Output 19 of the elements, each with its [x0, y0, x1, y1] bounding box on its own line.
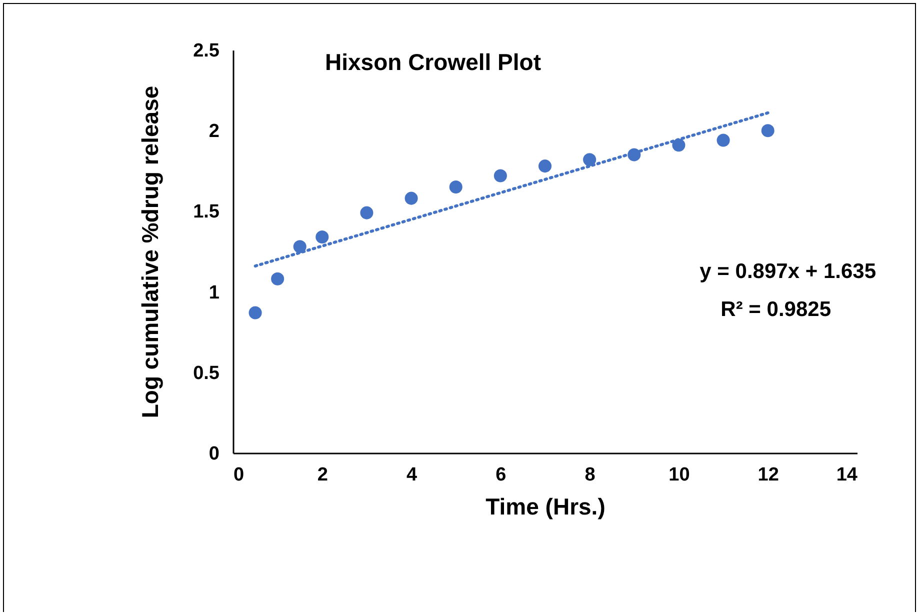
chart-title: Hixson Crowell Plot: [325, 49, 542, 75]
x-axis-title: Time (Hrs.): [486, 494, 606, 520]
x-tick-label: 10: [668, 464, 690, 486]
x-tick-label: 8: [584, 464, 596, 486]
y-tick-label: 2.5: [193, 40, 220, 62]
x-tick-label: 0: [234, 464, 244, 486]
x-tick-label: 2: [317, 464, 328, 486]
x-tick-label: 14: [836, 464, 858, 486]
x-tick-label: 4: [406, 464, 418, 486]
y-tick-label: 0.5: [193, 362, 220, 384]
annotation: y = 0.897x + 1.635: [700, 260, 876, 283]
y-tick-label: 1: [208, 282, 220, 304]
annotation: R² = 0.9825: [720, 298, 832, 321]
x-tick-label: 6: [496, 464, 506, 486]
x-tick-label: 12: [758, 464, 779, 486]
y-tick-label: 2: [208, 121, 220, 142]
y-axis-title: Log cumulative %drug release: [137, 86, 164, 418]
y-tick-label: 1.5: [193, 202, 220, 223]
y-tick-label: 0: [208, 444, 220, 464]
